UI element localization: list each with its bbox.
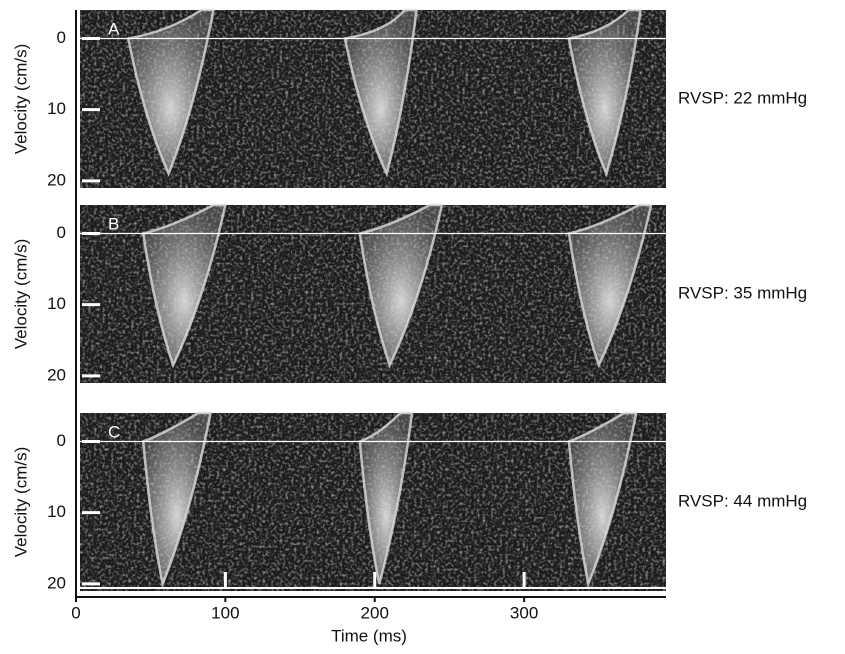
flow-envelope: [141, 203, 227, 369]
panel-label: A: [108, 19, 120, 38]
y-tick-label: 10: [47, 502, 66, 521]
y-tick-label: 0: [57, 223, 66, 242]
flow-envelope: [567, 203, 653, 369]
y-axis-label: Velocity (cm/s): [11, 447, 30, 558]
y-axis-label: Velocity (cm/s): [11, 44, 30, 155]
annotation: RVSP: 22 mmHg: [678, 88, 807, 107]
panel-label: C: [108, 422, 120, 441]
y-tick-label: 20: [47, 170, 66, 189]
flow-envelope: [358, 411, 414, 585]
flow-envelope: [358, 203, 444, 369]
x-tick-label: 300: [510, 603, 538, 622]
x-tick-label: 200: [361, 603, 389, 622]
flow-envelope: [567, 8, 643, 178]
annotation: RVSP: 44 mmHg: [678, 491, 807, 510]
y-tick-label: 10: [47, 99, 66, 118]
panel-label: B: [108, 214, 119, 233]
x-axis-label: Time (ms): [331, 626, 407, 645]
flow-envelope: [567, 411, 638, 589]
y-tick-label: 20: [47, 365, 66, 384]
flow-envelope: [141, 411, 212, 589]
flow-envelope: [343, 8, 418, 178]
x-tick-label: 100: [211, 603, 239, 622]
y-tick-label: 20: [47, 573, 66, 592]
y-tick-label: 0: [57, 431, 66, 450]
flow-envelope: [126, 8, 215, 177]
y-axis-label: Velocity (cm/s): [11, 239, 30, 350]
annotation: RVSP: 35 mmHg: [678, 283, 807, 302]
y-tick-label: 0: [57, 28, 66, 47]
x-tick-label: 0: [71, 603, 80, 622]
y-tick-label: 10: [47, 294, 66, 313]
